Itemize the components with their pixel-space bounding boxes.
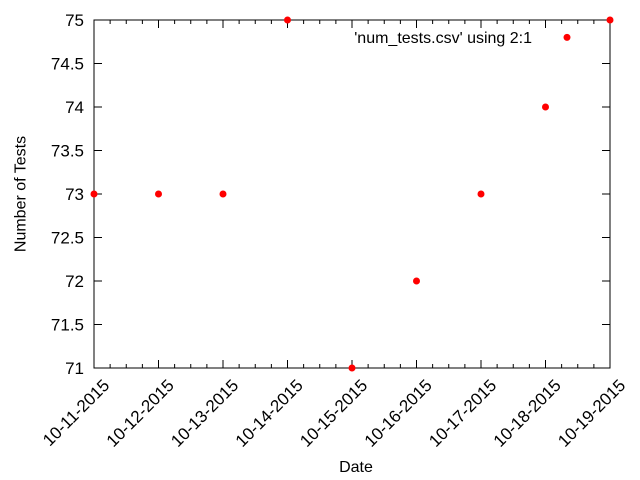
y-tick-label: 73.5 — [51, 142, 84, 161]
y-tick-label: 71.5 — [51, 316, 84, 335]
y-tick-label: 74 — [65, 98, 84, 117]
plot-frame — [93, 19, 611, 369]
y-tick-label: 74.5 — [51, 55, 84, 74]
data-points-layer — [90, 16, 614, 372]
y-tick-label: 72 — [65, 272, 84, 291]
x-tick-label: 10-16-2015 — [361, 376, 436, 451]
data-point — [284, 16, 291, 24]
data-point — [542, 103, 549, 111]
y-tick-label: 75 — [65, 11, 84, 30]
data-point — [477, 190, 485, 198]
ticks-layer — [93, 19, 611, 369]
axes-layer — [93, 19, 611, 369]
x-tick-label: 10-18-2015 — [490, 376, 565, 451]
y-tick-label: 72.5 — [51, 229, 84, 248]
y-tick-label: 73 — [65, 185, 84, 204]
legend-label: 'num_tests.csv' using 2:1 — [354, 30, 532, 47]
y-tick-label: 71 — [65, 359, 84, 378]
tick-labels-layer: 7171.57272.57373.57474.57510-11-201510-1… — [39, 11, 629, 451]
x-tick-label: 10-14-2015 — [232, 376, 307, 451]
x-tick-label: 10-11-2015 — [39, 376, 113, 450]
data-point — [413, 277, 420, 285]
x-tick-label: 10-15-2015 — [296, 376, 371, 451]
data-point — [90, 190, 98, 198]
data-point — [348, 364, 356, 372]
x-tick-label: 10-12-2015 — [103, 376, 178, 451]
x-tick-label: 10-17-2015 — [425, 376, 500, 451]
data-point — [606, 16, 614, 24]
x-axis-title: Date — [339, 459, 373, 476]
y-axis-title: Number of Tests — [13, 136, 30, 252]
data-point — [219, 190, 227, 198]
data-point — [155, 190, 162, 198]
x-tick-label: 10-19-2015 — [554, 376, 629, 451]
legend: 'num_tests.csv' using 2:1 — [354, 30, 571, 47]
x-tick-label: 10-13-2015 — [167, 376, 242, 451]
legend-marker — [563, 33, 571, 41]
